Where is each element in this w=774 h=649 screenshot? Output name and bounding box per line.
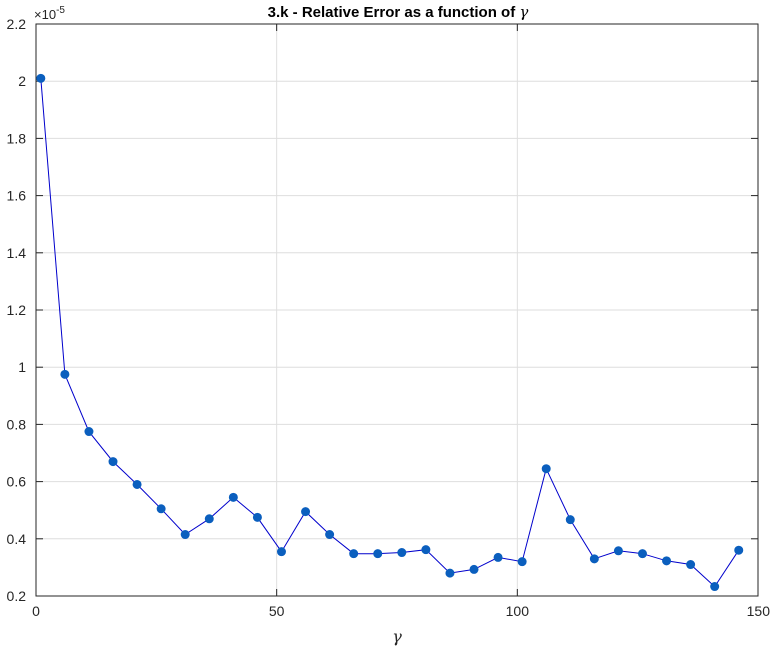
data-point <box>108 457 118 467</box>
y-tick-label: 2.2 <box>7 16 27 32</box>
x-tick-label: 150 <box>747 603 771 619</box>
x-tick-labels: 0 50 100 150 <box>32 603 770 619</box>
x-tick-label: 50 <box>269 603 285 619</box>
data-point <box>301 507 311 517</box>
data-point <box>156 504 166 514</box>
x-tick-label: 100 <box>506 603 530 619</box>
chart-title: 3.k - Relative Error as a function of γ <box>268 3 529 21</box>
series-error <box>36 73 744 592</box>
data-point <box>662 556 672 566</box>
data-point <box>734 545 744 555</box>
y-tick-label: 1.8 <box>7 130 27 146</box>
data-point <box>589 554 599 564</box>
data-point <box>469 564 479 574</box>
data-point <box>637 549 647 559</box>
y-tick-label: 1 <box>18 359 26 375</box>
data-point <box>325 530 335 540</box>
data-point <box>421 545 431 555</box>
data-point <box>252 512 262 522</box>
y-tick-label: 1.2 <box>7 302 27 318</box>
data-point <box>228 492 238 502</box>
y-tick-label: 0.6 <box>7 474 27 490</box>
y-tick-label: 0.8 <box>7 416 27 432</box>
data-point <box>349 549 359 559</box>
y-tick-label: 1.4 <box>7 245 27 261</box>
y-tick-labels: 0.2 0.4 0.6 0.8 1 1.2 1.4 1.6 1.8 2 2.2 <box>7 16 27 604</box>
grid <box>36 24 758 596</box>
x-axis-label: γ <box>392 627 402 646</box>
data-point <box>493 552 503 562</box>
data-point <box>613 546 623 556</box>
data-point <box>565 515 575 525</box>
data-point <box>541 464 551 474</box>
data-point <box>84 427 94 437</box>
data-point <box>204 514 214 524</box>
data-point <box>710 582 720 592</box>
data-point <box>686 560 696 570</box>
data-point <box>445 568 455 578</box>
data-point <box>180 530 190 540</box>
data-point <box>276 547 286 557</box>
data-point <box>132 479 142 489</box>
data-point <box>517 557 527 567</box>
y-tick-label: 1.6 <box>7 188 27 204</box>
y-tick-label: 2 <box>18 73 26 89</box>
x-tick-label: 0 <box>32 603 40 619</box>
data-point <box>36 73 46 83</box>
y-axis-exponent: ×10-5 <box>34 5 65 22</box>
y-tick-label: 0.4 <box>7 531 27 547</box>
data-point <box>397 548 407 558</box>
data-point <box>60 369 70 379</box>
y-tick-label: 0.2 <box>7 588 27 604</box>
data-point <box>373 549 383 559</box>
